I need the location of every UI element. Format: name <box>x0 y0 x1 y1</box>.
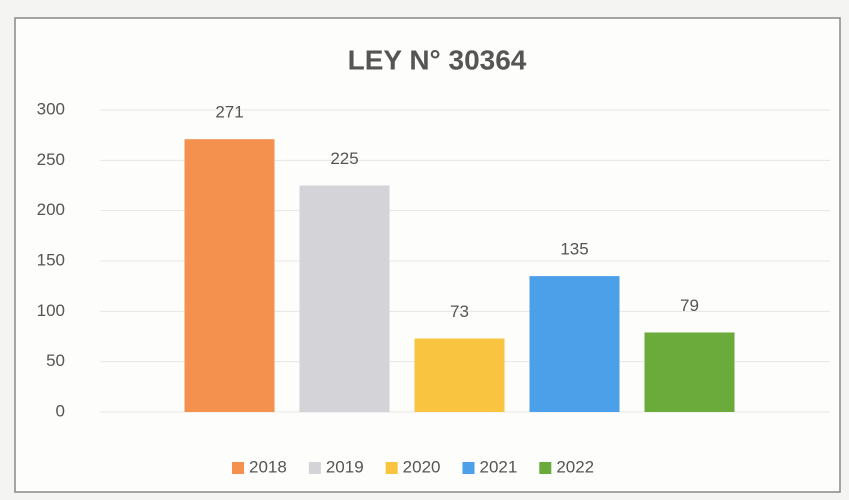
legend-swatch <box>539 462 552 474</box>
data-label: 73 <box>450 302 469 321</box>
bar <box>414 338 505 412</box>
y-tick-label: 0 <box>56 401 65 420</box>
y-tick-label: 250 <box>37 150 65 169</box>
legend-label: 2020 <box>403 457 441 476</box>
chart-title: LEY N° 30364 <box>348 44 527 75</box>
bar <box>644 332 735 412</box>
legend-label: 2021 <box>479 457 517 476</box>
y-tick-label: 100 <box>37 301 65 320</box>
y-tick-label: 300 <box>37 99 65 118</box>
data-label: 135 <box>560 240 588 259</box>
legend-label: 2018 <box>249 457 287 476</box>
legend-swatch <box>308 462 321 474</box>
legend-swatch <box>385 462 398 474</box>
data-label: 225 <box>330 149 358 168</box>
bar <box>184 139 275 412</box>
legend-swatch <box>462 462 475 474</box>
legend-swatch <box>232 462 244 474</box>
chart-frame <box>14 17 841 493</box>
data-label: 271 <box>215 103 243 122</box>
bar <box>529 276 620 412</box>
data-label: 79 <box>680 296 699 315</box>
y-tick-label: 150 <box>37 250 65 269</box>
y-tick-label: 200 <box>37 200 65 219</box>
legend-label: 2022 <box>556 457 594 476</box>
y-tick-label: 50 <box>46 351 65 370</box>
bar <box>299 185 390 412</box>
legend-label: 2019 <box>326 457 364 476</box>
